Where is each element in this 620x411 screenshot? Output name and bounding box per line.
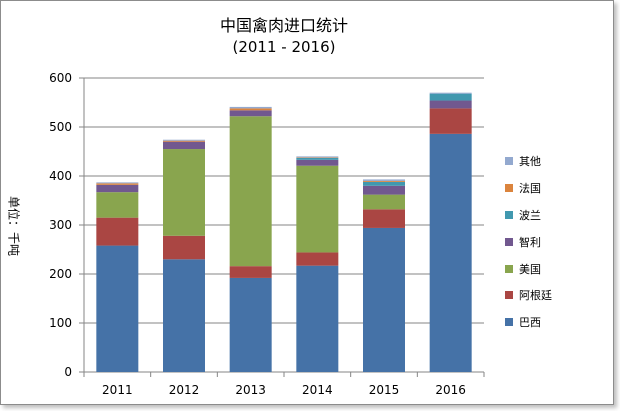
- bar-segment: [229, 277, 272, 372]
- y-tick-label: 0: [64, 365, 72, 379]
- x-tick-label: 2016: [435, 383, 466, 397]
- legend-label: 法国: [519, 182, 541, 196]
- bar-segment: [429, 93, 472, 101]
- x-tick-label: 2013: [235, 383, 266, 397]
- bar-segment: [363, 227, 405, 372]
- bar-segment: [296, 157, 339, 160]
- bar-segment: [163, 141, 205, 150]
- x-tick-label: 2015: [369, 383, 400, 397]
- bar-segment: [96, 192, 139, 218]
- bar-segment: [163, 140, 205, 142]
- y-tick-label: 500: [49, 120, 72, 134]
- bar-segment: [229, 106, 272, 109]
- legend-item: 巴西: [505, 309, 605, 336]
- chart-subtitle: (2011 - 2016): [232, 38, 336, 56]
- bar-segment: [96, 217, 139, 246]
- legend-item: 阿根廷: [505, 282, 605, 309]
- y-tick-label: 200: [49, 267, 72, 281]
- bar-segment: [163, 149, 205, 236]
- legend-swatch: [505, 184, 513, 193]
- bar-segment: [296, 165, 339, 253]
- x-tick-label: 2012: [169, 383, 200, 397]
- bar-segment: [296, 265, 339, 372]
- bar-segment: [363, 181, 405, 186]
- bar-segment: [229, 108, 272, 111]
- y-tick-label: 100: [49, 316, 72, 330]
- bar-segment: [96, 182, 139, 184]
- legend-item: 美国: [505, 255, 605, 282]
- bar-segment: [296, 159, 339, 166]
- bar-segment: [96, 184, 139, 193]
- legend-label: 阿根廷: [519, 289, 552, 303]
- legend-swatch: [505, 318, 513, 327]
- bar-segment: [229, 266, 272, 278]
- legend-label: 其他: [519, 155, 541, 169]
- bar-segment: [429, 133, 472, 372]
- bar-segment: [429, 108, 472, 134]
- legend-swatch: [505, 157, 513, 166]
- y-tick-label: 400: [49, 169, 72, 183]
- bar-segment: [363, 209, 405, 228]
- bar-segment: [363, 180, 405, 182]
- bar-segment: [229, 110, 272, 117]
- legend-swatch: [505, 210, 513, 219]
- y-tick-label: 300: [49, 218, 72, 232]
- legend-swatch: [505, 291, 513, 300]
- bar-segment: [429, 100, 472, 109]
- bar-segment: [363, 194, 405, 210]
- chart-title: 中国禽肉进口统计: [219, 16, 348, 35]
- bar-segment: [163, 139, 205, 141]
- bar-segment: [296, 156, 339, 158]
- bar-segment: [163, 235, 205, 260]
- legend-label: 美国: [519, 262, 541, 276]
- y-tick-label: 600: [49, 71, 72, 85]
- legend-label: 巴西: [519, 316, 541, 330]
- legend-swatch: [505, 264, 513, 273]
- bar-segment: [363, 185, 405, 195]
- legend-swatch: [505, 237, 513, 246]
- bar-segment: [296, 252, 339, 266]
- legend-label: 波兰: [519, 208, 541, 222]
- legend-label: 智利: [519, 235, 541, 249]
- bar-segment: [163, 259, 205, 372]
- bar-segment: [363, 179, 405, 181]
- bar-segment: [229, 116, 272, 267]
- legend-item: 法国: [505, 175, 605, 202]
- bar-segment: [96, 183, 139, 185]
- legend-item: 智利: [505, 228, 605, 255]
- bar-segment: [96, 245, 139, 372]
- x-tick-label: 2011: [102, 383, 133, 397]
- bar-segment: [429, 92, 472, 94]
- legend-item: 其他: [505, 148, 605, 175]
- legend-item: 波兰: [505, 202, 605, 229]
- x-tick-label: 2014: [302, 383, 333, 397]
- chart-legend: 其他法国波兰智利美国阿根廷巴西: [505, 148, 605, 336]
